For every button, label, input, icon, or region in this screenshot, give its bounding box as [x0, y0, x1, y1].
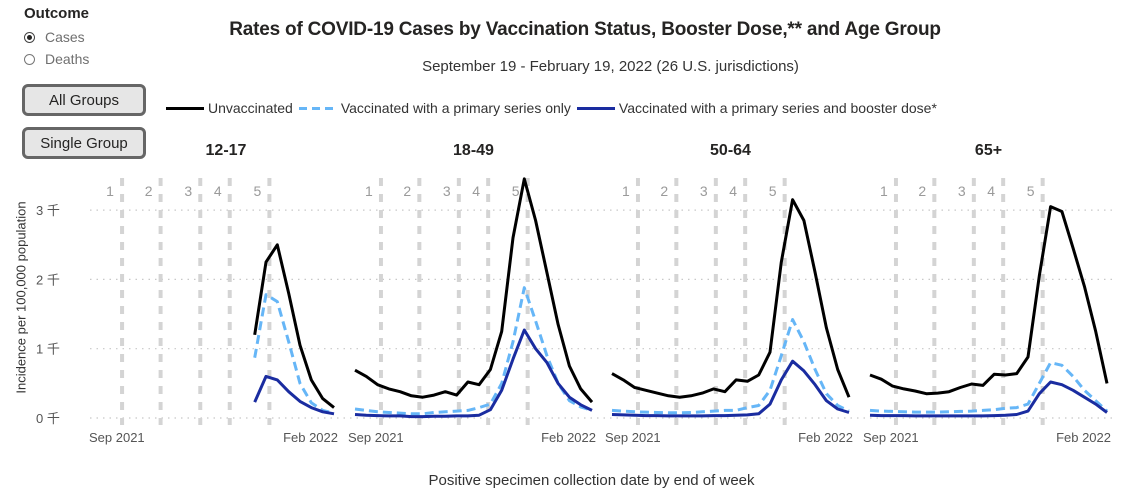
- radio-cases[interactable]: Cases: [24, 29, 85, 45]
- radio-deaths-label: Deaths: [45, 51, 90, 67]
- event-label: 5: [1027, 183, 1035, 199]
- y-tick-label: 0 千: [36, 411, 60, 426]
- x-tick-label: Sep 2021: [605, 430, 661, 445]
- event-label: 5: [769, 183, 777, 199]
- y-tick-label: 3 千: [36, 203, 60, 218]
- event-label: 2: [145, 183, 153, 199]
- single-group-button[interactable]: Single Group: [22, 127, 146, 159]
- event-label: 1: [622, 183, 630, 199]
- series-line-primary: [253, 293, 335, 415]
- event-label: 1: [106, 183, 114, 199]
- series-line-booster: [354, 328, 593, 419]
- radio-deaths[interactable]: Deaths: [24, 51, 89, 67]
- series-line-unvaccinated: [253, 243, 335, 409]
- x-tick-label: Feb 2022: [1056, 430, 1111, 445]
- radio-cases-label: Cases: [45, 29, 85, 45]
- outcome-title: Outcome: [24, 5, 90, 22]
- x-tick-label: Feb 2022: [541, 430, 596, 445]
- event-label: 3: [700, 183, 708, 199]
- solid-line-black-icon: [166, 106, 204, 110]
- x-tick-label: Sep 2021: [89, 430, 145, 445]
- legend-label: Unvaccinated: [208, 100, 293, 116]
- event-label: 2: [660, 183, 668, 199]
- x-tick-label: Sep 2021: [348, 430, 404, 445]
- series-line-booster: [611, 359, 850, 418]
- event-label: 4: [214, 183, 222, 199]
- all-groups-button[interactable]: All Groups: [22, 84, 146, 116]
- panel-title: 18-49: [453, 142, 494, 159]
- legend-label: Vaccinated with a primary series and boo…: [618, 100, 937, 116]
- chart-title: Rates of COVID-19 Cases by Vaccination S…: [229, 19, 941, 40]
- panel-title: 50-64: [710, 142, 751, 159]
- event-label: 4: [472, 183, 480, 199]
- solid-line-navy-icon: [576, 106, 615, 110]
- series-line-booster: [869, 380, 1108, 418]
- event-label: 5: [254, 183, 262, 199]
- event-label: 1: [365, 183, 373, 199]
- series-line-unvaccinated: [611, 198, 851, 399]
- panel-title: 65+: [975, 142, 1002, 159]
- series-line-primary: [611, 318, 850, 415]
- x-tick-label: Sep 2021: [863, 430, 919, 445]
- radio-checked-icon[interactable]: [24, 31, 35, 43]
- panel-title: 12-17: [206, 142, 247, 159]
- series-line-booster: [253, 374, 335, 416]
- event-label: 2: [918, 183, 926, 199]
- series-line-unvaccinated: [354, 177, 594, 404]
- event-label: 5: [512, 183, 520, 199]
- chart-subtitle: September 19 - February 19, 2022 (26 U.S…: [422, 58, 799, 75]
- x-tick-label: Feb 2022: [798, 430, 853, 445]
- legend-item-booster[interactable]: Vaccinated with a primary series and boo…: [576, 100, 937, 116]
- dashed-line-lightblue-icon: [298, 106, 337, 110]
- event-label: 3: [958, 183, 966, 199]
- legend-item-unvaccinated[interactable]: Unvaccinated: [166, 100, 293, 116]
- x-axis-title: Positive specimen collection date by end…: [428, 472, 755, 489]
- event-label: 2: [403, 183, 411, 199]
- event-label: 4: [729, 183, 737, 199]
- series-line-primary: [354, 286, 593, 416]
- event-label: 3: [443, 183, 451, 199]
- event-label: 3: [184, 183, 192, 199]
- legend-label: Vaccinated with a primary series only: [340, 100, 571, 116]
- x-tick-label: Feb 2022: [283, 430, 338, 445]
- event-label: 4: [987, 183, 995, 199]
- y-tick-label: 1 千: [36, 342, 60, 357]
- y-tick-label: 2 千: [36, 272, 60, 287]
- series-line-primary: [869, 361, 1109, 414]
- series-line-unvaccinated: [869, 205, 1109, 396]
- event-label: 1: [880, 183, 888, 199]
- legend-item-primary[interactable]: Vaccinated with a primary series only: [298, 100, 571, 116]
- radio-unchecked-icon[interactable]: [24, 53, 35, 65]
- legend: Unvaccinated Vaccinated with a primary s…: [166, 100, 943, 116]
